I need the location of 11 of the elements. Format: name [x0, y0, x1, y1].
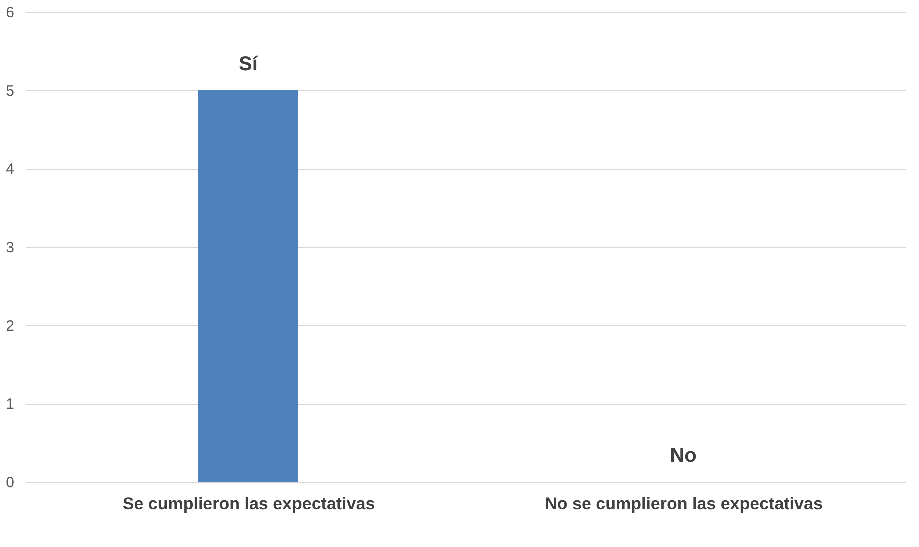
y-tick-label: 0 [6, 474, 14, 492]
annotation: No [670, 445, 697, 467]
x-tick-label: Se cumplieron las expectativas [122, 494, 376, 514]
y-tick-label: 5 [6, 82, 14, 100]
annotation: Sí [239, 53, 260, 76]
y-tick-label: 4 [6, 161, 14, 178]
y-tick-label: 2 [6, 318, 14, 335]
x-tick-label: No se cumplieron las expectativas [545, 494, 823, 514]
y-tick-label: 1 [6, 396, 14, 414]
y-tick-label: 3 [6, 240, 14, 256]
y-tick-label: 6 [6, 4, 14, 22]
